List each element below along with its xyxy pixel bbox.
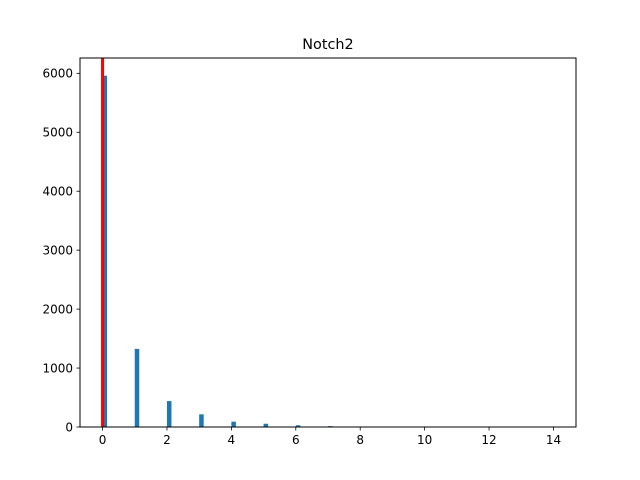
x-tick-label: 6 [292,433,300,447]
y-tick-label: 6000 [42,67,73,81]
chart-title: Notch2 [302,37,353,53]
x-tick-label: 4 [228,433,236,447]
histogram-bar [263,423,269,427]
histogram-bar [295,425,301,427]
histogram-bar [231,421,236,427]
y-tick-label: 2000 [42,302,73,316]
y-tick-label: 0 [65,420,73,434]
y-axis: 0 1000 2000 3000 4000 5000 6000 [42,67,80,434]
y-tick-label: 1000 [42,361,73,375]
x-tick-label: 0 [99,433,107,447]
histogram-bar [102,75,108,428]
y-tick-label: 4000 [42,185,73,199]
histogram-bar [199,414,204,427]
x-axis: 0 2 4 6 8 10 12 14 [99,427,561,447]
x-tick-label: 2 [163,433,171,447]
x-tick-label: 14 [546,433,561,447]
y-tick-label: 3000 [42,243,73,257]
x-tick-label: 10 [417,433,432,447]
x-tick-label: 8 [356,433,364,447]
y-tick-label: 5000 [42,126,73,140]
histogram-bar [166,401,172,427]
plot-frame [79,57,577,428]
histogram-bar [134,348,140,427]
x-tick-label: 12 [481,433,496,447]
